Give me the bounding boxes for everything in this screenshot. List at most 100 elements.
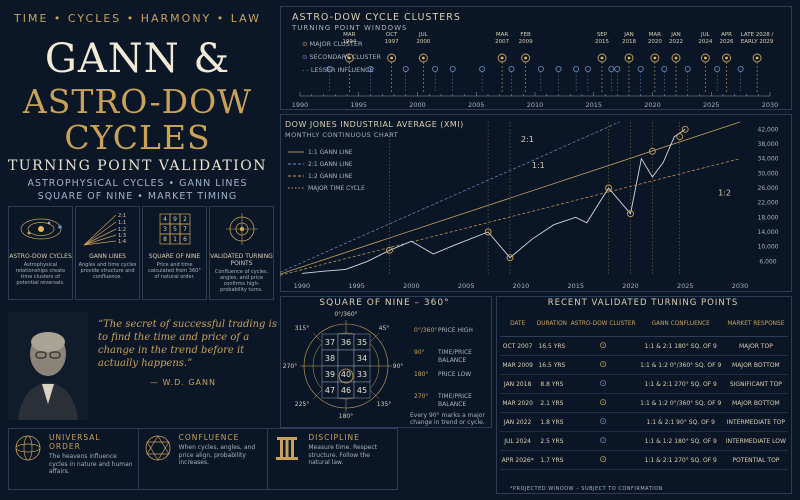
square-panel-desc: Price and time calculated from 360° of n…	[148, 262, 201, 280]
square-center-marker	[338, 368, 354, 384]
clusters-subtitle: TURNING POINT WINDOWS	[292, 24, 408, 32]
square-cell-value: 46	[341, 386, 351, 395]
cluster-date-label: JAN	[670, 32, 680, 38]
major-cluster-dot	[390, 56, 394, 60]
timeline-year-label: 1995	[350, 101, 367, 109]
orbit-icon	[20, 218, 62, 240]
table-cell: MAJOR TOP	[723, 336, 788, 356]
side-degree: 270°	[414, 393, 428, 400]
degree-label: 270°	[283, 363, 297, 370]
legend-lesser: - - LESSER INFLUENCE	[302, 66, 374, 74]
dow-legend-label: 1:1 GANN LINE	[308, 149, 353, 156]
table-cell: 1:1 & 2:1 90° SQ. OF 9	[637, 412, 724, 432]
table-cell: INTERMEDIATE LOW	[723, 431, 788, 451]
secondary-cluster-icon: ⊙	[302, 53, 308, 61]
degree-label: 180°	[339, 413, 353, 420]
major-cluster-dot	[500, 56, 504, 60]
major-cluster-marker	[624, 53, 634, 63]
timeline-year-label: 2010	[527, 101, 544, 109]
turning-points-table: DATE DURATION ASTRO-DOW CLUSTER GANN CON…	[500, 312, 788, 470]
cluster-year-label: 2018	[622, 39, 636, 45]
square-cell-value: 38	[325, 354, 335, 363]
dow-legend-label: MAJOR TIME CYCLE	[308, 185, 365, 192]
cluster-icon: ⊙	[599, 436, 607, 446]
secondary-cluster-marker	[661, 66, 668, 73]
fan-lines-icon: 2:1 1:1 1:2 1:3 1:4	[83, 213, 126, 246]
major-cluster-dot	[755, 56, 759, 60]
table-cell: APR 2026*	[500, 450, 536, 470]
dow-y-tick: 26,000	[758, 185, 779, 192]
major-cluster-dot	[347, 56, 351, 60]
side-degree: 90°	[414, 349, 425, 356]
col-cluster: ASTRO-DOW CLUSTER	[568, 312, 638, 337]
dow-x-tick: 2025	[677, 282, 694, 290]
pillar-universal-order: UNIVERSAL ORDER The heavens influence cyc…	[9, 429, 139, 489]
grid-cell-value: 5	[173, 226, 177, 233]
major-cluster-marker	[497, 53, 507, 63]
cluster-date-label: JAN	[623, 32, 633, 38]
turning-point-marker	[484, 228, 492, 236]
table-cell: ⊙	[568, 336, 638, 356]
grid-cell-value: 9	[173, 216, 177, 223]
major-cluster-dot	[725, 56, 728, 60]
secondary-cluster-marker	[555, 66, 562, 73]
secondary-cluster-marker	[402, 66, 409, 73]
cluster-year-label: 2022	[669, 39, 683, 45]
degree-label: 225°	[295, 401, 309, 408]
table-cell: 1:1 & 1:2 0°/360° SQ. OF 9	[637, 393, 724, 413]
table-cell: ⊙	[568, 412, 638, 432]
dow-x-tick: 2010	[513, 282, 530, 290]
cluster-date-label: LATE 2028 /	[741, 32, 774, 38]
table-cell: JUL 2024	[500, 431, 536, 451]
table-row: MAR 2009 16.5 YRS ⊙ 1:1 & 1:2 0°/360° SQ. O…	[500, 355, 788, 375]
armillary-icon	[15, 435, 41, 461]
cluster-year-label: 2007	[495, 39, 509, 45]
square-panel-label: SQUARE OF NINE	[148, 253, 201, 260]
major-cluster-marker	[752, 53, 762, 63]
major-cluster-marker	[418, 53, 428, 63]
icon-panel-gann: 2:1 1:1 1:2 1:3 1:4 GANN LINES Angles an…	[75, 206, 140, 300]
topics-line-1: ASTROPHYSICAL CYCLES • GANN LINES	[27, 178, 248, 189]
gann-line-label: 1:2	[718, 188, 731, 197]
turning-points-footnote: *PROJECTED WINDOW – SUBJECT TO CONFIRMAT…	[510, 486, 663, 492]
major-cluster-marker	[387, 53, 397, 63]
gann-line-2-1	[280, 121, 620, 273]
major-cluster-dot	[421, 56, 425, 60]
side-text-2: BALANCE	[438, 401, 466, 408]
square-of-nine-wheel: 37 36 35 38 34 39 40 33 47 46 45 0°/360° 45° 90° 135° 1…	[283, 311, 473, 420]
gann-line-1-1	[280, 121, 741, 275]
table-cell: 2.5 YRS	[535, 431, 569, 451]
secondary-cluster-marker	[608, 66, 615, 73]
gann-ratio-1-2: 1:2	[118, 227, 126, 233]
table-cell: 1:1 & 2:1 270° SQ. OF 9	[637, 374, 724, 394]
secondary-cluster-marker	[479, 66, 486, 73]
table-cell: JAN 2022	[500, 412, 536, 432]
cluster-icon: ⊙	[599, 398, 607, 408]
col-duration: DURATION	[535, 312, 569, 337]
turning-point-marker	[605, 184, 613, 192]
grid-cell-value: 3	[163, 226, 167, 233]
square-cell-value: 45	[357, 386, 367, 395]
table-cell: MAJOR BOTTOM	[723, 393, 788, 413]
timeline-year-label: 1990	[292, 101, 309, 109]
cluster-year-label: 2024	[698, 39, 712, 45]
col-confluence: GANN CONFLUENCE	[637, 312, 724, 337]
major-cluster-dot	[674, 56, 678, 60]
secondary-cluster-marker	[584, 66, 591, 73]
col-date: DATE	[500, 312, 536, 337]
turning-points-title: RECENT VALIDATED TURNING POINTS	[547, 298, 739, 308]
dow-chart-title: DOW JONES INDUSTRIAL AVERAGE (XMI)	[285, 120, 464, 129]
dow-price-line	[301, 128, 686, 274]
major-cluster-dot	[703, 56, 707, 60]
gann-ratio-2-1: 2:1	[118, 213, 126, 219]
geometry-icon	[145, 435, 171, 461]
major-cluster-dot	[627, 56, 631, 60]
turning-point-marker	[681, 125, 689, 133]
timeline-year-label: 2020	[644, 101, 661, 109]
dow-y-tick: 38,000	[758, 141, 779, 148]
secondary-cluster-marker	[684, 66, 691, 73]
cluster-icon: ⊙	[599, 341, 607, 351]
astro-panel-desc: Astrophysical relationships create time …	[15, 262, 66, 286]
cluster-date-label: JUL	[700, 32, 711, 38]
